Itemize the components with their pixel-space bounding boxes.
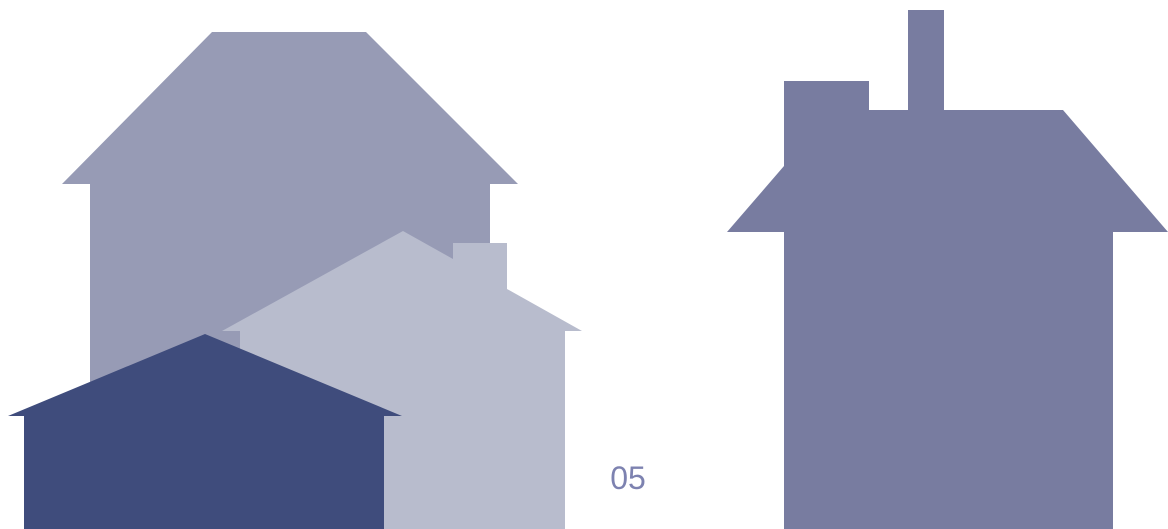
page-number: 05 [610, 460, 646, 496]
house-right [727, 10, 1168, 529]
house-front [8, 334, 402, 529]
